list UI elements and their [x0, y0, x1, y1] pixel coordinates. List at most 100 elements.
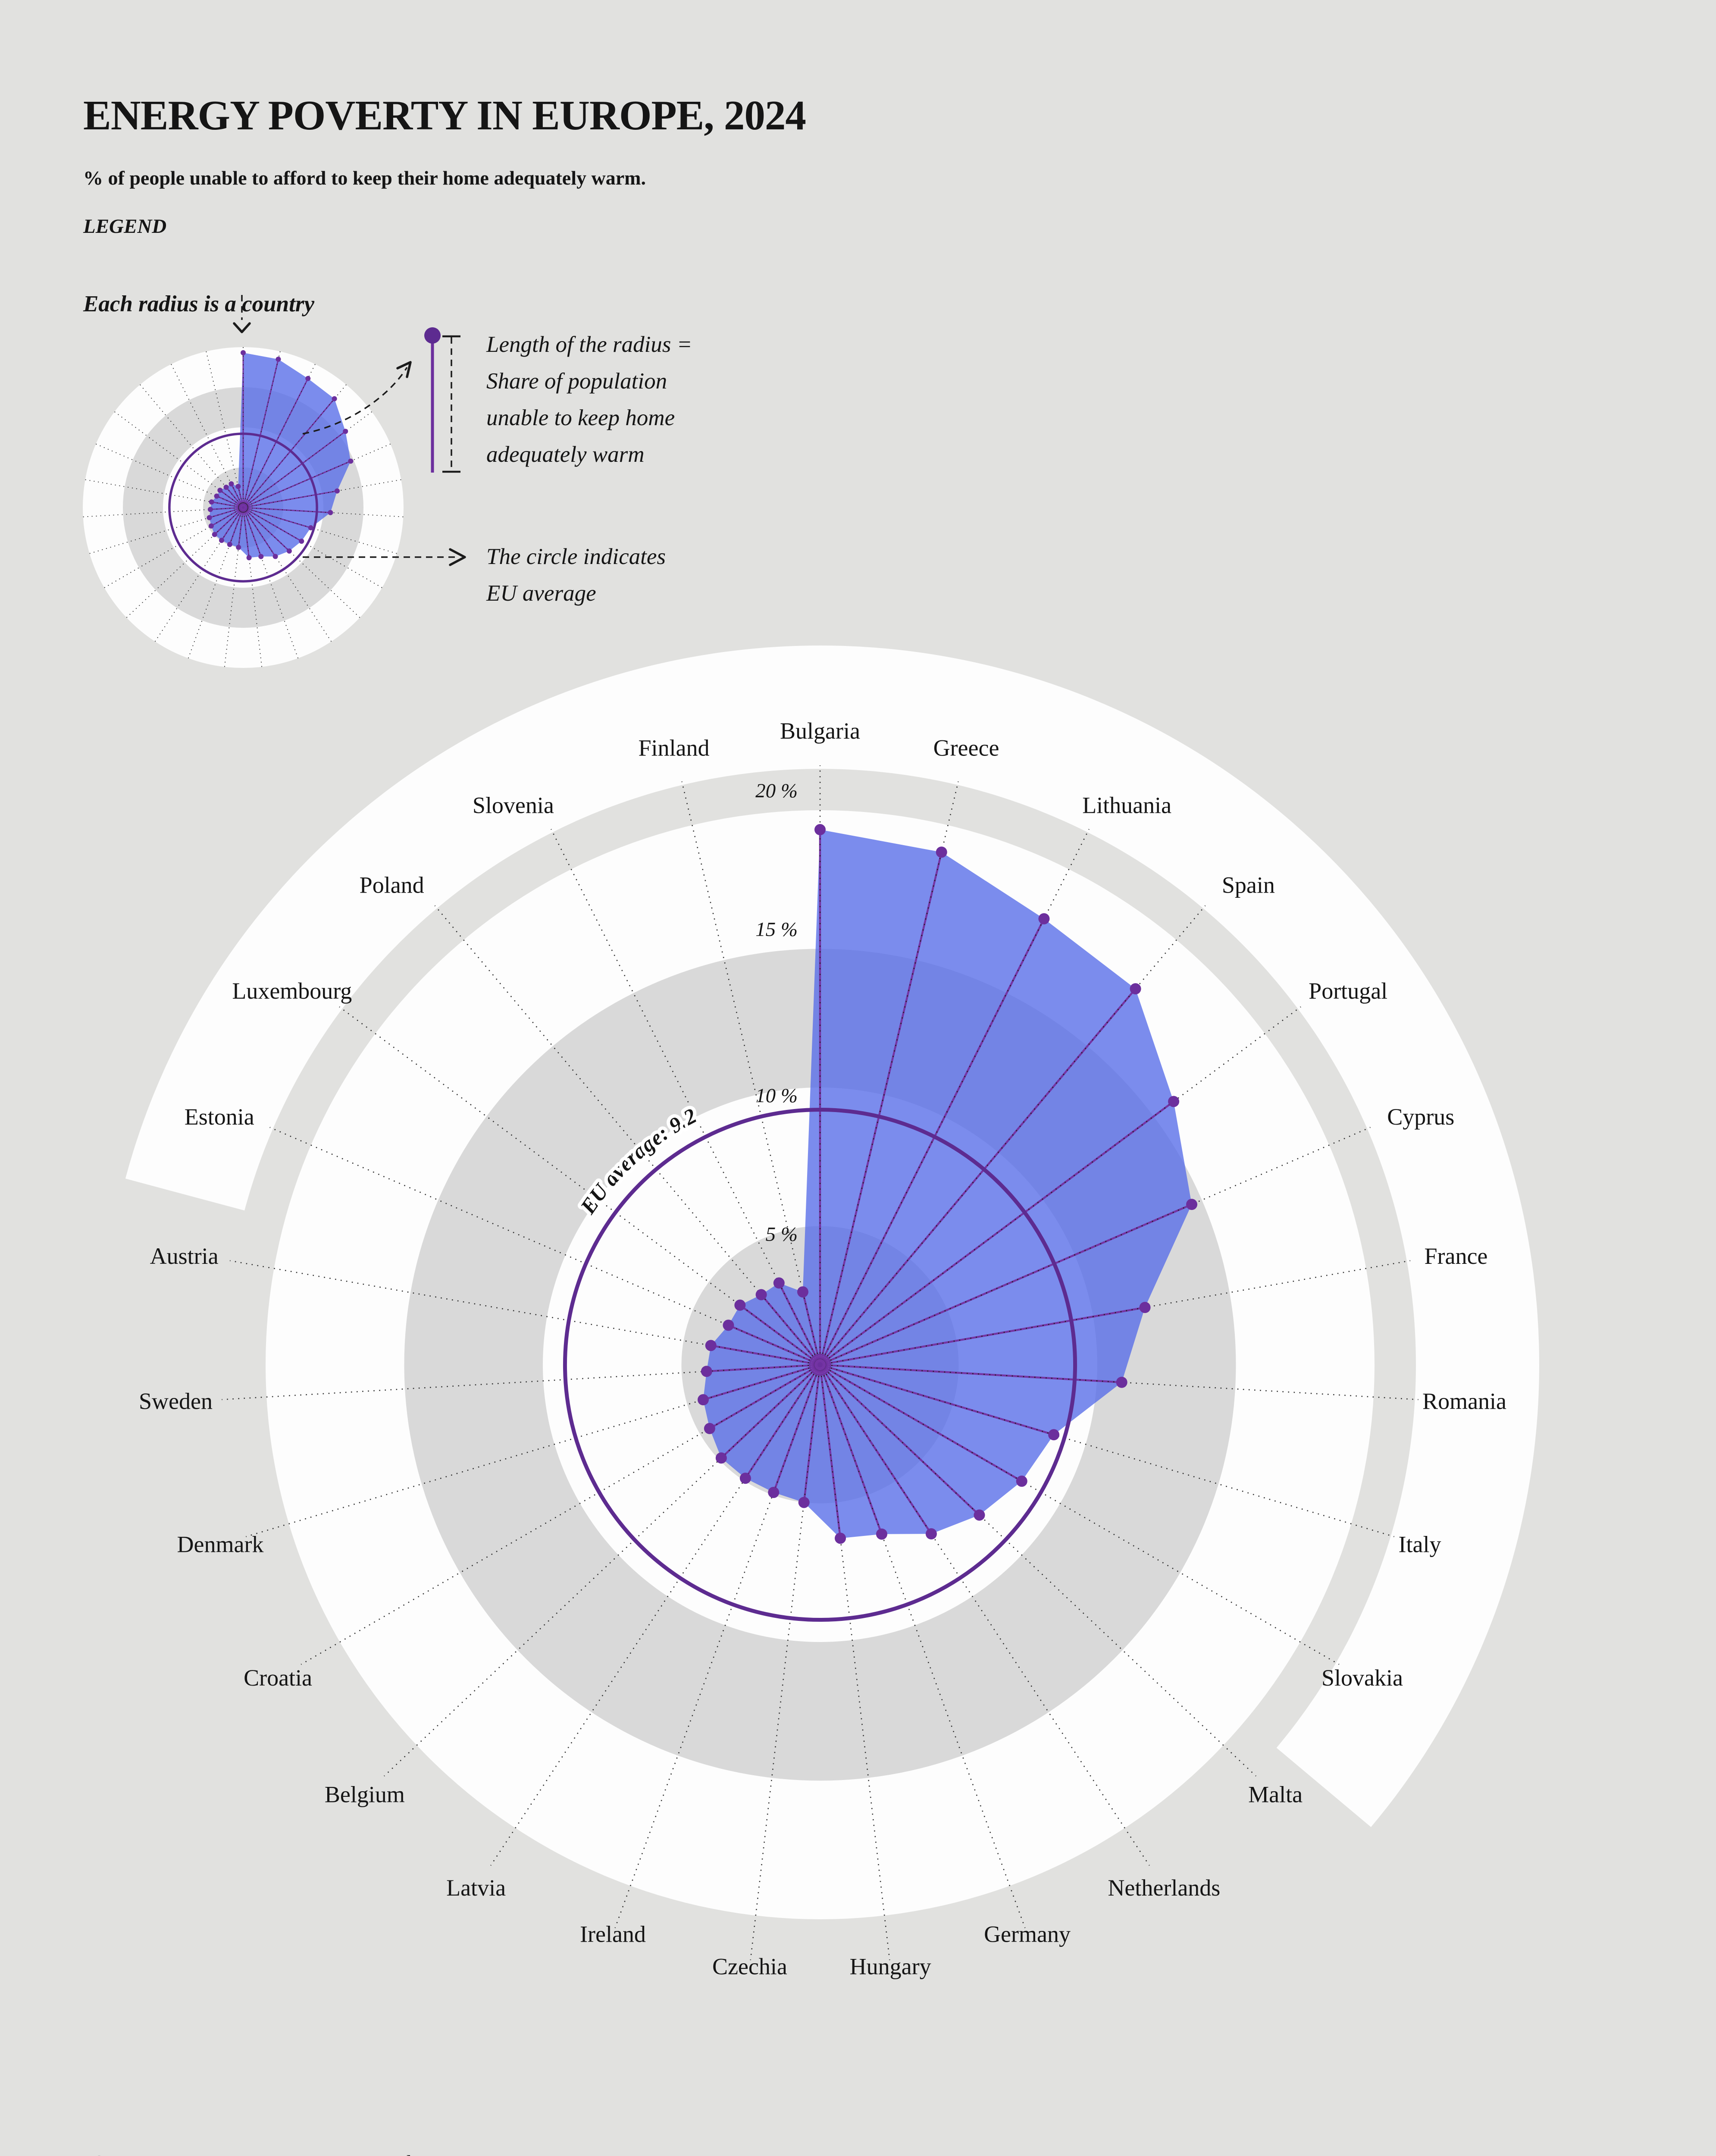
- dotted-spoke: [243, 479, 402, 508]
- dotted-spoke: [681, 781, 821, 1365]
- legend-arrow-down: [233, 295, 251, 333]
- country-label-romania: Romania: [1422, 1388, 1506, 1414]
- country-ray: [820, 1306, 1145, 1366]
- country-dot: [214, 493, 219, 499]
- country-dot: [701, 1366, 712, 1377]
- country-ray: [709, 1364, 821, 1429]
- dotted-spoke: [113, 411, 244, 508]
- page-subtitle: % of people unable to afford to keep the…: [83, 167, 646, 189]
- legend-length-note-4: adequately warm: [486, 442, 645, 467]
- legend-radius-note: Each radius is a country: [83, 291, 314, 317]
- dotted-spoke: [229, 1260, 820, 1366]
- dotted-spoke: [125, 507, 244, 619]
- country-ray: [819, 852, 943, 1365]
- dotted-spoke: [820, 1006, 1301, 1366]
- country-dot: [797, 1286, 808, 1298]
- country-dot: [739, 1473, 751, 1484]
- dotted-spoke: [490, 1364, 821, 1866]
- country-dot: [328, 510, 333, 515]
- country-dot: [286, 548, 292, 554]
- country-label-finland: Finland: [638, 735, 709, 761]
- dotted-spoke: [243, 507, 361, 619]
- country-ray: [242, 507, 250, 558]
- tick-label: 15 %: [755, 918, 798, 941]
- dotted-spoke: [243, 507, 398, 555]
- country-dot: [1038, 913, 1050, 924]
- country-dot: [876, 1528, 887, 1540]
- country-dot: [697, 1394, 709, 1406]
- country-dot: [768, 1487, 780, 1498]
- country-ray: [210, 507, 244, 510]
- country-dot: [217, 488, 223, 493]
- dotted-spoke: [269, 1127, 820, 1366]
- country-ray: [820, 1363, 1122, 1383]
- country-dot: [974, 1509, 985, 1521]
- arrow-right-icon: [449, 548, 466, 566]
- dotted-spoke: [819, 781, 959, 1365]
- country-ray: [229, 507, 244, 545]
- country-dot: [305, 376, 311, 381]
- arrow-down-icon: [233, 322, 251, 333]
- country-ray: [214, 507, 244, 535]
- country-label-italy: Italy: [1399, 1531, 1441, 1557]
- country-ray: [242, 507, 290, 552]
- country-dot: [276, 357, 281, 362]
- country-dot: [208, 523, 214, 529]
- country-ray: [819, 1364, 883, 1535]
- country-label-hungary: Hungary: [850, 1954, 931, 1980]
- country-label-czechia: Czechia: [712, 1954, 787, 1980]
- country-dot: [925, 1528, 937, 1540]
- dotted-spoke: [84, 479, 244, 508]
- country-dot: [219, 538, 224, 543]
- dotted-spoke: [82, 507, 244, 517]
- country-dot: [723, 1319, 734, 1331]
- country-label-croatia: Croatia: [244, 1665, 312, 1691]
- country-dot: [755, 1289, 767, 1300]
- country-dot: [246, 555, 252, 561]
- dotted-spoke: [750, 1364, 821, 1960]
- country-ray: [739, 1304, 821, 1366]
- country-dot: [227, 542, 232, 547]
- country-ray: [728, 1324, 820, 1366]
- dotted-spoke: [434, 905, 820, 1365]
- dotted-spoke: [820, 1364, 1340, 1665]
- dotted-spoke: [819, 1364, 1026, 1928]
- country-label-austria: Austria: [150, 1243, 219, 1269]
- tick-label: 20 %: [755, 780, 798, 802]
- country-label-malta: Malta: [1248, 1781, 1303, 1807]
- dotted-spoke: [819, 829, 1090, 1365]
- arrow-up-right-icon: [396, 361, 412, 378]
- tick-label: 5 %: [766, 1223, 798, 1246]
- country-ray: [819, 1364, 1022, 1482]
- dotted-spoke: [88, 507, 244, 555]
- dotted-spoke: [819, 1364, 890, 1960]
- center-ring: [809, 1354, 831, 1376]
- country-dot: [1048, 1429, 1060, 1441]
- country-label-estonia: Estonia: [185, 1104, 254, 1130]
- legend-length-note-1: Length of the radius =: [486, 332, 692, 357]
- country-dot: [235, 484, 241, 489]
- main-radial-chart: 20 %15 %10 %5 %EU average: 9.2BulgariaGr…: [125, 645, 1539, 1980]
- dotted-spoke: [820, 1127, 1371, 1366]
- center-dot: [242, 506, 244, 509]
- dotted-spoke: [243, 507, 332, 642]
- country-dot: [1116, 1376, 1127, 1388]
- country-dot: [258, 554, 264, 559]
- country-dot: [1016, 1476, 1027, 1487]
- country-dot: [705, 1340, 717, 1351]
- dotted-spoke: [243, 507, 383, 589]
- country-ray: [703, 1363, 820, 1401]
- country-label-slovakia: Slovakia: [1321, 1665, 1403, 1691]
- dotted-spoke: [188, 507, 244, 659]
- country-dot: [1186, 1199, 1198, 1210]
- country-ray: [243, 431, 346, 508]
- country-label-portugal: Portugal: [1309, 978, 1387, 1004]
- country-dot: [223, 484, 229, 490]
- country-label-lithuania: Lithuania: [1082, 792, 1171, 818]
- country-dot: [212, 532, 217, 537]
- center-ring: [813, 1357, 827, 1372]
- tick-label: 10 %: [755, 1084, 798, 1107]
- center-ring: [239, 504, 247, 511]
- country-label-belgium: Belgium: [325, 1781, 405, 1807]
- country-label-germany: Germany: [984, 1921, 1071, 1947]
